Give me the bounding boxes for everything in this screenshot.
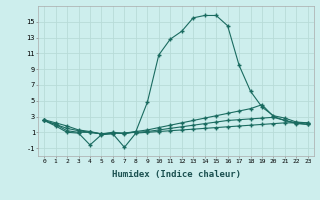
X-axis label: Humidex (Indice chaleur): Humidex (Indice chaleur): [111, 170, 241, 179]
